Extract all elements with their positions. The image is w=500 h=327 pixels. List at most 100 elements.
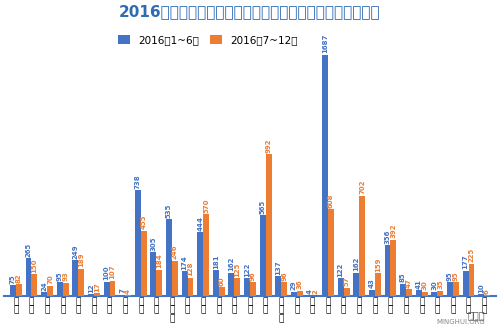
Bar xyxy=(47,286,53,296)
Bar xyxy=(338,278,344,296)
Bar xyxy=(384,245,390,296)
Bar xyxy=(468,264,474,296)
Text: 96: 96 xyxy=(281,271,287,281)
Bar xyxy=(306,295,312,296)
Text: 608: 608 xyxy=(328,193,334,208)
Text: 85: 85 xyxy=(400,273,406,282)
Bar xyxy=(438,291,443,296)
Bar xyxy=(297,291,303,296)
Bar xyxy=(94,293,100,296)
Text: 96: 96 xyxy=(250,271,256,281)
Text: 1687: 1687 xyxy=(322,34,328,54)
Bar xyxy=(228,273,234,296)
Bar xyxy=(140,231,146,296)
Text: 265: 265 xyxy=(26,242,32,257)
Bar xyxy=(62,283,68,296)
Bar xyxy=(360,196,365,296)
Text: 95: 95 xyxy=(447,271,453,281)
Bar xyxy=(432,292,438,296)
Bar xyxy=(250,282,256,296)
Text: 570: 570 xyxy=(203,198,209,213)
Bar xyxy=(203,215,209,296)
Text: 455: 455 xyxy=(140,215,146,230)
Bar xyxy=(406,289,412,296)
Bar xyxy=(16,284,22,296)
Text: 174: 174 xyxy=(182,255,188,269)
Text: 189: 189 xyxy=(78,253,84,267)
Text: 70: 70 xyxy=(47,275,53,284)
Text: 43: 43 xyxy=(369,278,375,288)
Text: 107: 107 xyxy=(110,265,116,279)
Text: 2: 2 xyxy=(312,289,318,294)
Bar xyxy=(322,55,328,296)
Text: 565: 565 xyxy=(260,199,266,214)
Bar xyxy=(276,276,281,296)
Text: 128: 128 xyxy=(188,262,194,276)
Text: 738: 738 xyxy=(135,174,141,189)
Text: 444: 444 xyxy=(197,216,203,231)
Text: 137: 137 xyxy=(276,260,281,275)
Bar xyxy=(119,295,125,296)
Text: 162: 162 xyxy=(228,257,234,271)
Text: 75: 75 xyxy=(10,274,16,284)
Text: 4: 4 xyxy=(125,289,131,294)
Text: 249: 249 xyxy=(72,244,78,259)
Bar xyxy=(390,240,396,296)
Text: 535: 535 xyxy=(166,204,172,218)
Bar xyxy=(447,282,453,296)
Title: 2016年上半年与下半年大陆各地法轮功学员遭迫害人次比较: 2016年上半年与下半年大陆各地法轮功学员遭迫害人次比较 xyxy=(119,4,381,19)
Text: 162: 162 xyxy=(354,257,360,271)
Bar xyxy=(104,282,110,296)
Bar xyxy=(462,270,468,296)
Bar xyxy=(135,190,140,296)
Text: 36: 36 xyxy=(297,280,303,289)
Bar xyxy=(416,290,422,296)
Text: 392: 392 xyxy=(390,224,396,238)
Text: 明慧網: 明慧網 xyxy=(468,310,485,320)
Text: 181: 181 xyxy=(213,254,219,268)
Bar xyxy=(400,284,406,296)
Text: 12: 12 xyxy=(88,283,94,293)
Bar xyxy=(166,219,172,296)
Text: 41: 41 xyxy=(416,279,422,288)
Bar xyxy=(182,271,188,296)
Text: 122: 122 xyxy=(244,263,250,277)
Bar xyxy=(244,278,250,296)
Text: 356: 356 xyxy=(384,229,390,244)
Bar xyxy=(88,294,94,296)
Text: 159: 159 xyxy=(375,257,381,272)
Text: 24: 24 xyxy=(41,281,47,291)
Text: 992: 992 xyxy=(266,138,272,153)
Bar xyxy=(291,292,297,296)
Text: 122: 122 xyxy=(338,263,344,277)
Bar xyxy=(172,261,178,296)
Bar xyxy=(10,285,16,296)
Text: 184: 184 xyxy=(156,253,162,268)
Bar xyxy=(110,281,116,296)
Text: 60: 60 xyxy=(218,276,224,286)
Bar xyxy=(354,273,360,296)
Text: 82: 82 xyxy=(16,273,22,283)
Bar xyxy=(72,260,78,296)
Bar xyxy=(344,288,349,296)
Bar xyxy=(453,282,459,296)
Bar xyxy=(281,282,287,296)
Bar xyxy=(478,294,484,296)
Text: 305: 305 xyxy=(150,236,156,251)
Bar xyxy=(369,290,375,296)
Bar xyxy=(213,270,219,296)
Text: 4: 4 xyxy=(306,289,312,294)
Bar xyxy=(125,295,131,296)
Text: 100: 100 xyxy=(104,266,110,280)
Text: 125: 125 xyxy=(234,262,240,277)
Text: 30: 30 xyxy=(432,280,438,290)
Bar xyxy=(26,258,32,296)
Text: 10: 10 xyxy=(478,283,484,293)
Text: 150: 150 xyxy=(32,259,38,273)
Bar xyxy=(260,215,266,296)
Bar xyxy=(41,292,47,296)
Bar xyxy=(188,278,194,296)
Bar xyxy=(422,292,428,296)
Text: 30: 30 xyxy=(422,280,428,290)
Text: 702: 702 xyxy=(359,180,365,194)
